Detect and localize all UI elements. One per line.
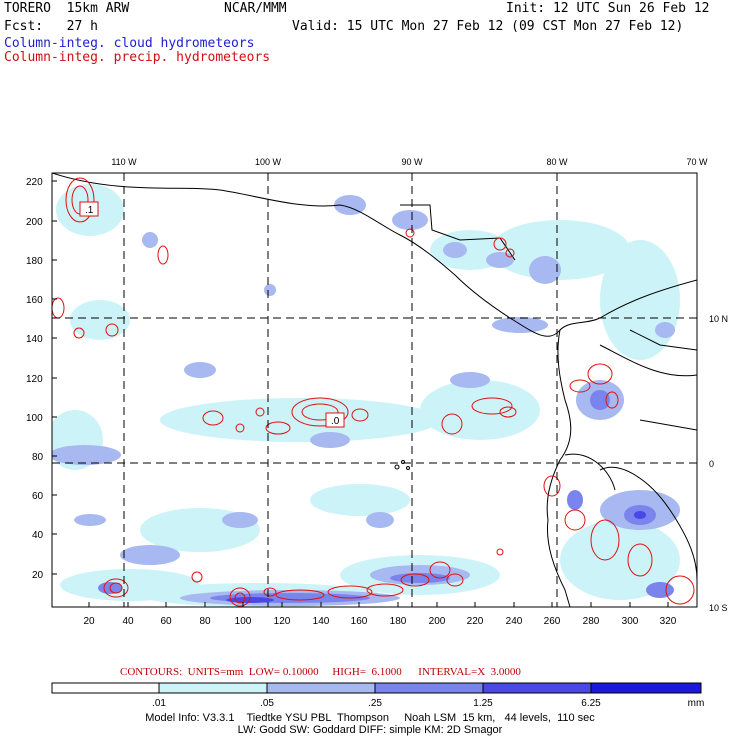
colorbar-label: 1.25 xyxy=(473,698,493,709)
colorbar-label: .25 xyxy=(368,698,382,709)
valid-time: Valid: 15 UTC Mon 27 Feb 12 (09 CST Mon … xyxy=(292,19,684,34)
x-tick-label: 280 xyxy=(583,616,600,627)
x-tick-label: 20 xyxy=(83,616,95,627)
longitude-label: 70 W xyxy=(686,157,708,167)
x-tick-label: 180 xyxy=(390,616,407,627)
x-tick-label: 260 xyxy=(544,616,561,627)
longitude-label: 80 W xyxy=(546,157,568,167)
latitude-label: 0 xyxy=(709,459,714,469)
colorbar-segment xyxy=(374,682,484,694)
x-tick-labels: 20 40 60 80 100 120 140 160 180 200 220 … xyxy=(83,616,676,627)
contours-info: CONTOURS: UNITS=mm LOW= 0.10000 HIGH= 6.… xyxy=(120,666,521,678)
model-info-line1: Model Info: V3.3.1 Tiedtke YSU PBL Thomp… xyxy=(145,712,595,724)
longitude-label: 90 W xyxy=(401,157,423,167)
x-tick-label: 320 xyxy=(660,616,677,627)
latitude-labels: 10 N 0 10 S xyxy=(709,314,728,613)
coastlines xyxy=(52,173,697,607)
y-tick-label: 100 xyxy=(26,413,43,424)
x-tick-label: 220 xyxy=(467,616,484,627)
y-tick-label: 20 xyxy=(32,570,44,581)
field-label-precip: Column-integ. precip. hydrometeors xyxy=(4,50,271,65)
x-tick-label: 60 xyxy=(160,616,172,627)
x-tick-label: 200 xyxy=(429,616,446,627)
precip-contours xyxy=(52,177,695,607)
model-info-line2: LW: Godd SW: Goddard DIFF: simple KM: 2D… xyxy=(237,724,503,736)
cloud-shading xyxy=(52,184,680,607)
galapagos-islands xyxy=(394,460,410,470)
x-tick-label: 140 xyxy=(313,616,330,627)
y-tick-label: 180 xyxy=(26,256,43,267)
longitude-label: 100 W xyxy=(255,157,282,167)
contour-label-1: .1 xyxy=(85,205,94,216)
x-tick-label: 40 xyxy=(122,616,134,627)
x-tick-label: 100 xyxy=(235,616,252,627)
y-tick-label: 140 xyxy=(26,334,43,345)
y-tick-label: 120 xyxy=(26,374,43,385)
forecast-hour: Fcst: 27 h xyxy=(4,19,98,34)
contour-label-2: .0 xyxy=(331,416,340,427)
x-tick-label: 80 xyxy=(199,616,211,627)
y-tick-labels: 220 200 180 160 140 120 100 80 60 40 20 xyxy=(26,177,44,581)
model-title: TORERO 15km ARW xyxy=(4,1,130,16)
colorbar-segment xyxy=(266,682,376,694)
colorbar: .01 .05 .25 1.25 6.25 mm xyxy=(51,682,705,709)
latitude-label: 10 N xyxy=(709,314,728,324)
y-tick-label: 60 xyxy=(32,491,44,502)
contour-label-boxes: .1 .0 xyxy=(79,201,345,428)
field-label-cloud: Column-integ. cloud hydrometeors xyxy=(4,36,255,51)
colorbar-unit: mm xyxy=(688,698,705,709)
colorbar-segment xyxy=(482,682,592,694)
colorbar-label: .05 xyxy=(260,698,274,709)
plot-frame xyxy=(51,172,698,608)
colorbar-segment xyxy=(590,682,702,694)
y-tick-label: 160 xyxy=(26,295,43,306)
y-tick-label: 80 xyxy=(32,452,44,463)
y-tick-label: 200 xyxy=(26,217,43,228)
organization-label: NCAR/MMM xyxy=(224,1,287,16)
latitude-label: 10 S xyxy=(709,603,728,613)
init-time: Init: 12 UTC Sun 26 Feb 12 xyxy=(506,1,710,16)
y-tick-label: 40 xyxy=(32,530,44,541)
colorbar-label: .01 xyxy=(152,698,166,709)
axis-tick-marks xyxy=(52,180,669,607)
colorbar-segment xyxy=(51,682,160,694)
x-tick-label: 160 xyxy=(351,616,368,627)
colorbar-label: 6.25 xyxy=(581,698,601,709)
longitude-labels: 110 W 100 W 90 W 80 W 70 W xyxy=(111,157,708,167)
longitude-label: 110 W xyxy=(111,157,137,167)
colorbar-segment xyxy=(158,682,268,694)
x-tick-label: 240 xyxy=(506,616,523,627)
x-tick-label: 120 xyxy=(274,616,291,627)
lat-lon-grid xyxy=(52,173,697,607)
x-tick-label: 300 xyxy=(622,616,639,627)
y-tick-label: 220 xyxy=(26,177,43,188)
